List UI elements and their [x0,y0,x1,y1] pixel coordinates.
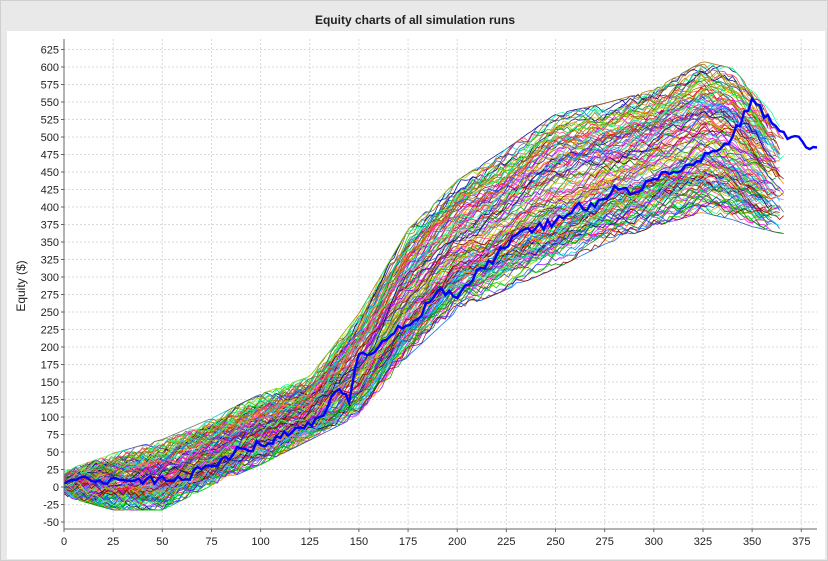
simulation-run-line [63,74,764,483]
simulation-run-line [63,103,769,492]
simulation-run-line [63,108,777,485]
y-tick-label: 175 [41,360,59,372]
y-tick-label: 400 [41,202,59,214]
y-tick-label: 450 [41,167,59,179]
y-tick-label: 625 [41,45,59,57]
x-tick-label: 275 [595,536,613,548]
simulation-run-line [63,194,776,502]
y-tick-label: 550 [41,97,59,109]
simulation-run-line [63,130,772,486]
y-tick-label: 350 [41,237,59,249]
y-tick-label: 275 [41,290,59,302]
x-tick-label: 350 [743,536,761,548]
simulation-run-line [63,72,773,481]
y-tick-label: 575 [41,80,59,92]
x-tick-label: 75 [205,536,217,548]
plot-panel: -50 -25 0 25 50 75 100 125 150 175 200 225 250 275 300… [7,31,825,559]
y-tick-label: 200 [41,342,59,354]
simulation-run-line [63,154,772,503]
y-tick-label: 325 [41,255,59,267]
simulation-run-line [63,92,764,484]
x-tick-label: 225 [497,536,515,548]
x-tick-label: 100 [251,536,269,548]
x-tick-label: 150 [350,536,368,548]
x-tick-label: 0 [61,536,67,548]
chart-title: Equity charts of all simulation runs [314,13,516,27]
y-tick-label: 75 [47,430,59,442]
simulation-run-line [63,147,773,498]
simulation-run-line [63,111,777,483]
simulation-run-line [63,171,765,507]
simulation-run-line [63,177,780,511]
simulation-run-line [63,104,761,482]
y-tick-label: 375 [41,220,59,232]
x-tick-label: 50 [156,536,168,548]
y-tick-label: 25 [47,465,59,477]
y-tick-label: 100 [41,412,59,424]
x-tick-label: 325 [694,536,712,548]
simulation-run-line [63,164,765,508]
simulation-run-line [63,130,776,483]
x-tick-label: 300 [645,536,663,548]
x-tick-label: 200 [448,536,466,548]
x-tick-label: 125 [301,536,319,548]
simulation-run-line [63,97,777,481]
simulation-run-line [63,154,776,482]
y-tick-label: 425 [41,185,59,197]
y-tick-label: 150 [41,377,59,389]
simulation-run-line [64,85,773,479]
x-tick-label: 375 [792,536,810,548]
y-tick-label: 250 [41,307,59,319]
y-tick-label: -25 [43,500,59,512]
y-tick-label: 525 [41,115,59,127]
simulation-run-line [64,102,768,481]
simulation-run-line [63,98,776,485]
y-tick-label: 500 [41,132,59,144]
y-tick-label: 225 [41,325,59,337]
y-tick-label: 300 [41,272,59,284]
simulation-run-line [63,91,773,481]
highlighted-run-line [63,95,818,486]
x-tick-label: 250 [546,536,564,548]
x-tick-label: 175 [399,536,417,548]
x-tick-label: 25 [107,536,119,548]
simulation-run-line [63,65,773,479]
simulation-run-line [63,138,780,486]
y-axis-label: Equity ($) [14,260,28,312]
y-tick-label: 600 [41,62,59,74]
chart-svg: -50-250255075100125150175200225250275300… [41,39,818,548]
simulation-run-line [63,204,768,511]
y-tick-label: -50 [43,517,59,529]
simulation-run-line [63,150,776,485]
simulation-run-line [63,171,765,503]
y-tick-label: 50 [47,447,59,459]
simulation-run-line [63,64,780,482]
simulation-run-line [63,127,780,490]
y-tick-label: 125 [41,395,59,407]
y-tick-label: 0 [53,482,59,494]
simulation-run-line [63,91,776,475]
simulation-run-line [63,73,772,484]
y-tick-label: 475 [41,150,59,162]
simulation-run-line [64,203,772,509]
